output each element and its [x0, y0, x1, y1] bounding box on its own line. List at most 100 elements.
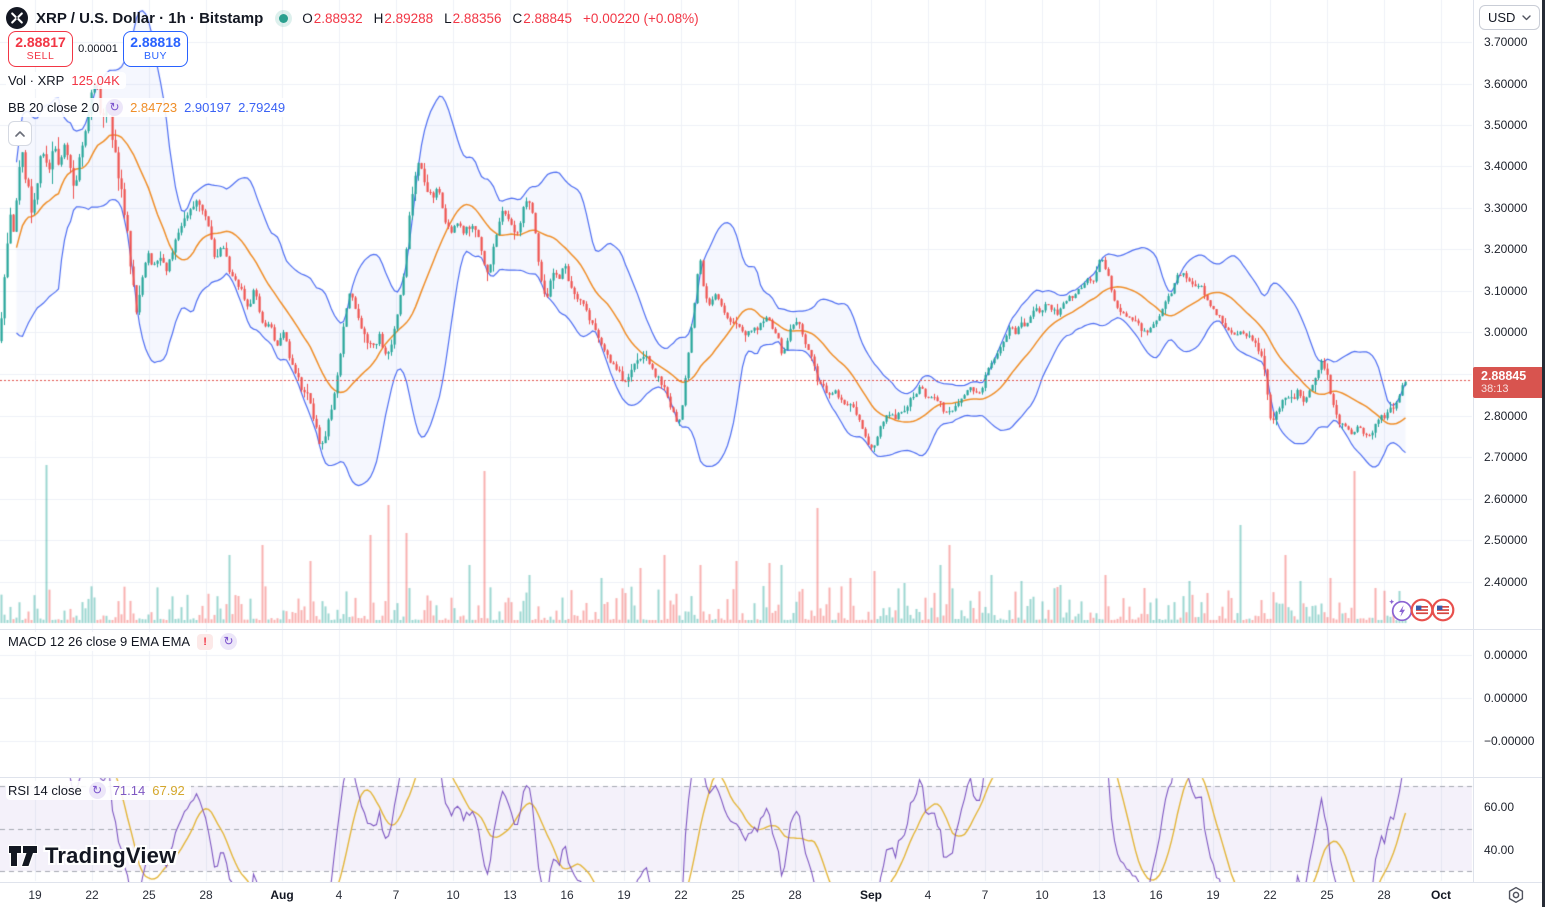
time-axis-label: 19: [617, 888, 631, 902]
price-axis-label: 2.80000: [1484, 409, 1528, 423]
price-axis-label: 3.20000: [1484, 242, 1528, 256]
time-axis-label: 4: [924, 888, 932, 902]
pane-separator[interactable]: [0, 629, 1545, 630]
rsi-sync-icon[interactable]: ↻: [88, 782, 106, 799]
time-axis-label: 22: [674, 888, 688, 902]
time-axis-label: 10: [1035, 888, 1049, 902]
bb-basis-value: 2.84723: [130, 100, 178, 115]
price-axis-label: 3.60000: [1484, 77, 1528, 91]
time-axis-label: 16: [1149, 888, 1163, 902]
price-axis-label: 2.70000: [1484, 450, 1528, 464]
low-key: L: [444, 10, 452, 26]
time-axis-label: 22: [1263, 888, 1277, 902]
change-value: +0.00220 (+0.08%): [583, 10, 699, 26]
open-key: O: [302, 10, 313, 26]
trade-buttons: 2.88817 SELL 0.00001 2.88818 BUY: [8, 31, 188, 67]
macd-sync-icon[interactable]: ↻: [220, 633, 238, 650]
time-axis-label: 13: [503, 888, 517, 902]
chevron-down-icon: [1522, 14, 1531, 20]
time-axis-label: 25: [731, 888, 745, 902]
price-axis-label: 3.50000: [1484, 118, 1528, 132]
ohlc-values: O2.88932 H2.89288 L2.88356 C2.88845 +0.0…: [302, 11, 698, 26]
price-axis-label: 3.70000: [1484, 35, 1528, 49]
time-axis-label: 7: [392, 888, 400, 902]
macd-warning-icon[interactable]: !: [197, 633, 214, 650]
price-axis-label: 3.40000: [1484, 159, 1528, 173]
macd-axis-label: 0.00000: [1484, 648, 1528, 662]
rsi-ma-value: 67.92: [152, 783, 185, 798]
rsi-value: 71.14: [112, 783, 146, 798]
volume-legend-value: 125.04K: [71, 73, 120, 88]
symbol-header: XRP / U.S. Dollar · 1h · Bitstamp O2.889…: [6, 5, 699, 31]
bb-legend-label[interactable]: BB 20 close 2 0: [8, 100, 100, 115]
price-axis-label: 3.00000: [1484, 325, 1528, 339]
volume-legend-label[interactable]: Vol · XRP: [8, 73, 65, 88]
macd-axis-label: −0.00000: [1484, 734, 1535, 748]
close-value: 2.88845: [523, 10, 573, 26]
spread-value: 0.00001: [78, 43, 118, 55]
time-axis-label: Aug: [270, 888, 294, 902]
open-value: 2.88932: [313, 10, 363, 26]
symbol-title[interactable]: XRP / U.S. Dollar · 1h · Bitstamp: [36, 9, 264, 27]
rsi-axis-label: 60.00: [1484, 800, 1515, 814]
time-axis-label: 16: [560, 888, 574, 902]
rsi-legend: RSI 14 close ↻ 71.14 67.92: [6, 781, 191, 800]
bb-upper-value: 2.90197: [184, 100, 232, 115]
currency-label: USD: [1488, 10, 1516, 25]
window-edge: [1542, 0, 1545, 907]
time-axis-label: Sep: [859, 888, 883, 902]
time-axis-label: 28: [788, 888, 802, 902]
time-axis-label: 4: [335, 888, 343, 902]
pane-separator[interactable]: [0, 777, 1545, 778]
chevron-up-icon: [15, 130, 25, 137]
tradingview-watermark[interactable]: TradingView: [8, 843, 176, 869]
high-key: H: [373, 10, 384, 26]
time-axis-label: 10: [446, 888, 460, 902]
price-axis-label: 3.30000: [1484, 201, 1528, 215]
low-value: 2.88356: [452, 10, 502, 26]
price-axis-label: 2.50000: [1484, 533, 1528, 547]
price-axis-label: 3.10000: [1484, 284, 1528, 298]
macd-axis-label: 0.00000: [1484, 691, 1528, 705]
price-axis-column[interactable]: [1473, 0, 1543, 882]
sell-label: SELL: [26, 50, 55, 62]
time-axis-label: 19: [28, 888, 42, 902]
time-axis-label: 28: [1377, 888, 1391, 902]
bb-sync-icon[interactable]: ↻: [106, 99, 124, 116]
market-status-icon: [279, 13, 289, 23]
time-axis-label: 7: [981, 888, 989, 902]
volume-legend: Vol · XRP 125.04K: [6, 72, 126, 89]
rsi-legend-label[interactable]: RSI 14 close: [8, 783, 82, 798]
tradingview-logo-icon: [8, 844, 38, 868]
collapse-pane-button[interactable]: [8, 121, 32, 146]
axis-settings-gear-icon[interactable]: [1506, 886, 1526, 904]
xrp-logo-icon: [6, 7, 28, 29]
time-axis-label: Oct: [1430, 888, 1452, 902]
time-axis-label: 25: [1320, 888, 1334, 902]
time-axis[interactable]: 19 22 25 28 Aug 4 7 10 13 16 19 22 25 28 Sep 4 7 10 13 16 19…: [0, 882, 1545, 907]
buy-button[interactable]: 2.88818 BUY: [123, 31, 188, 67]
tradingview-watermark-text: TradingView: [45, 843, 177, 868]
current-price-badge[interactable]: 2.88845 38:13: [1473, 367, 1545, 398]
close-key: C: [512, 10, 523, 26]
buy-label: BUY: [143, 50, 168, 62]
time-axis-label: 13: [1092, 888, 1106, 902]
time-axis-label: 19: [1206, 888, 1220, 902]
bar-countdown: 38:13: [1481, 383, 1509, 395]
current-price-value: 2.88845: [1481, 369, 1527, 383]
time-axis-label: 22: [85, 888, 99, 902]
price-axis-label: 2.40000: [1484, 575, 1528, 589]
buy-price: 2.88818: [130, 34, 181, 50]
time-axis-label: 28: [199, 888, 213, 902]
bb-lower-value: 2.79249: [238, 100, 286, 115]
us-flag-event-icon[interactable]: [1431, 598, 1455, 622]
time-axis-label: 25: [142, 888, 156, 902]
macd-legend-label[interactable]: MACD 12 26 close 9 EMA EMA: [8, 634, 191, 649]
sell-button[interactable]: 2.88817 SELL: [8, 31, 73, 67]
rsi-axis-label: 40.00: [1484, 843, 1515, 857]
macd-legend: MACD 12 26 close 9 EMA EMA ! ↻: [6, 632, 244, 651]
currency-selector[interactable]: USD: [1479, 5, 1540, 30]
bb-legend: BB 20 close 2 0 ↻ 2.84723 2.90197 2.7924…: [6, 98, 292, 117]
event-icons: [1389, 598, 1455, 622]
